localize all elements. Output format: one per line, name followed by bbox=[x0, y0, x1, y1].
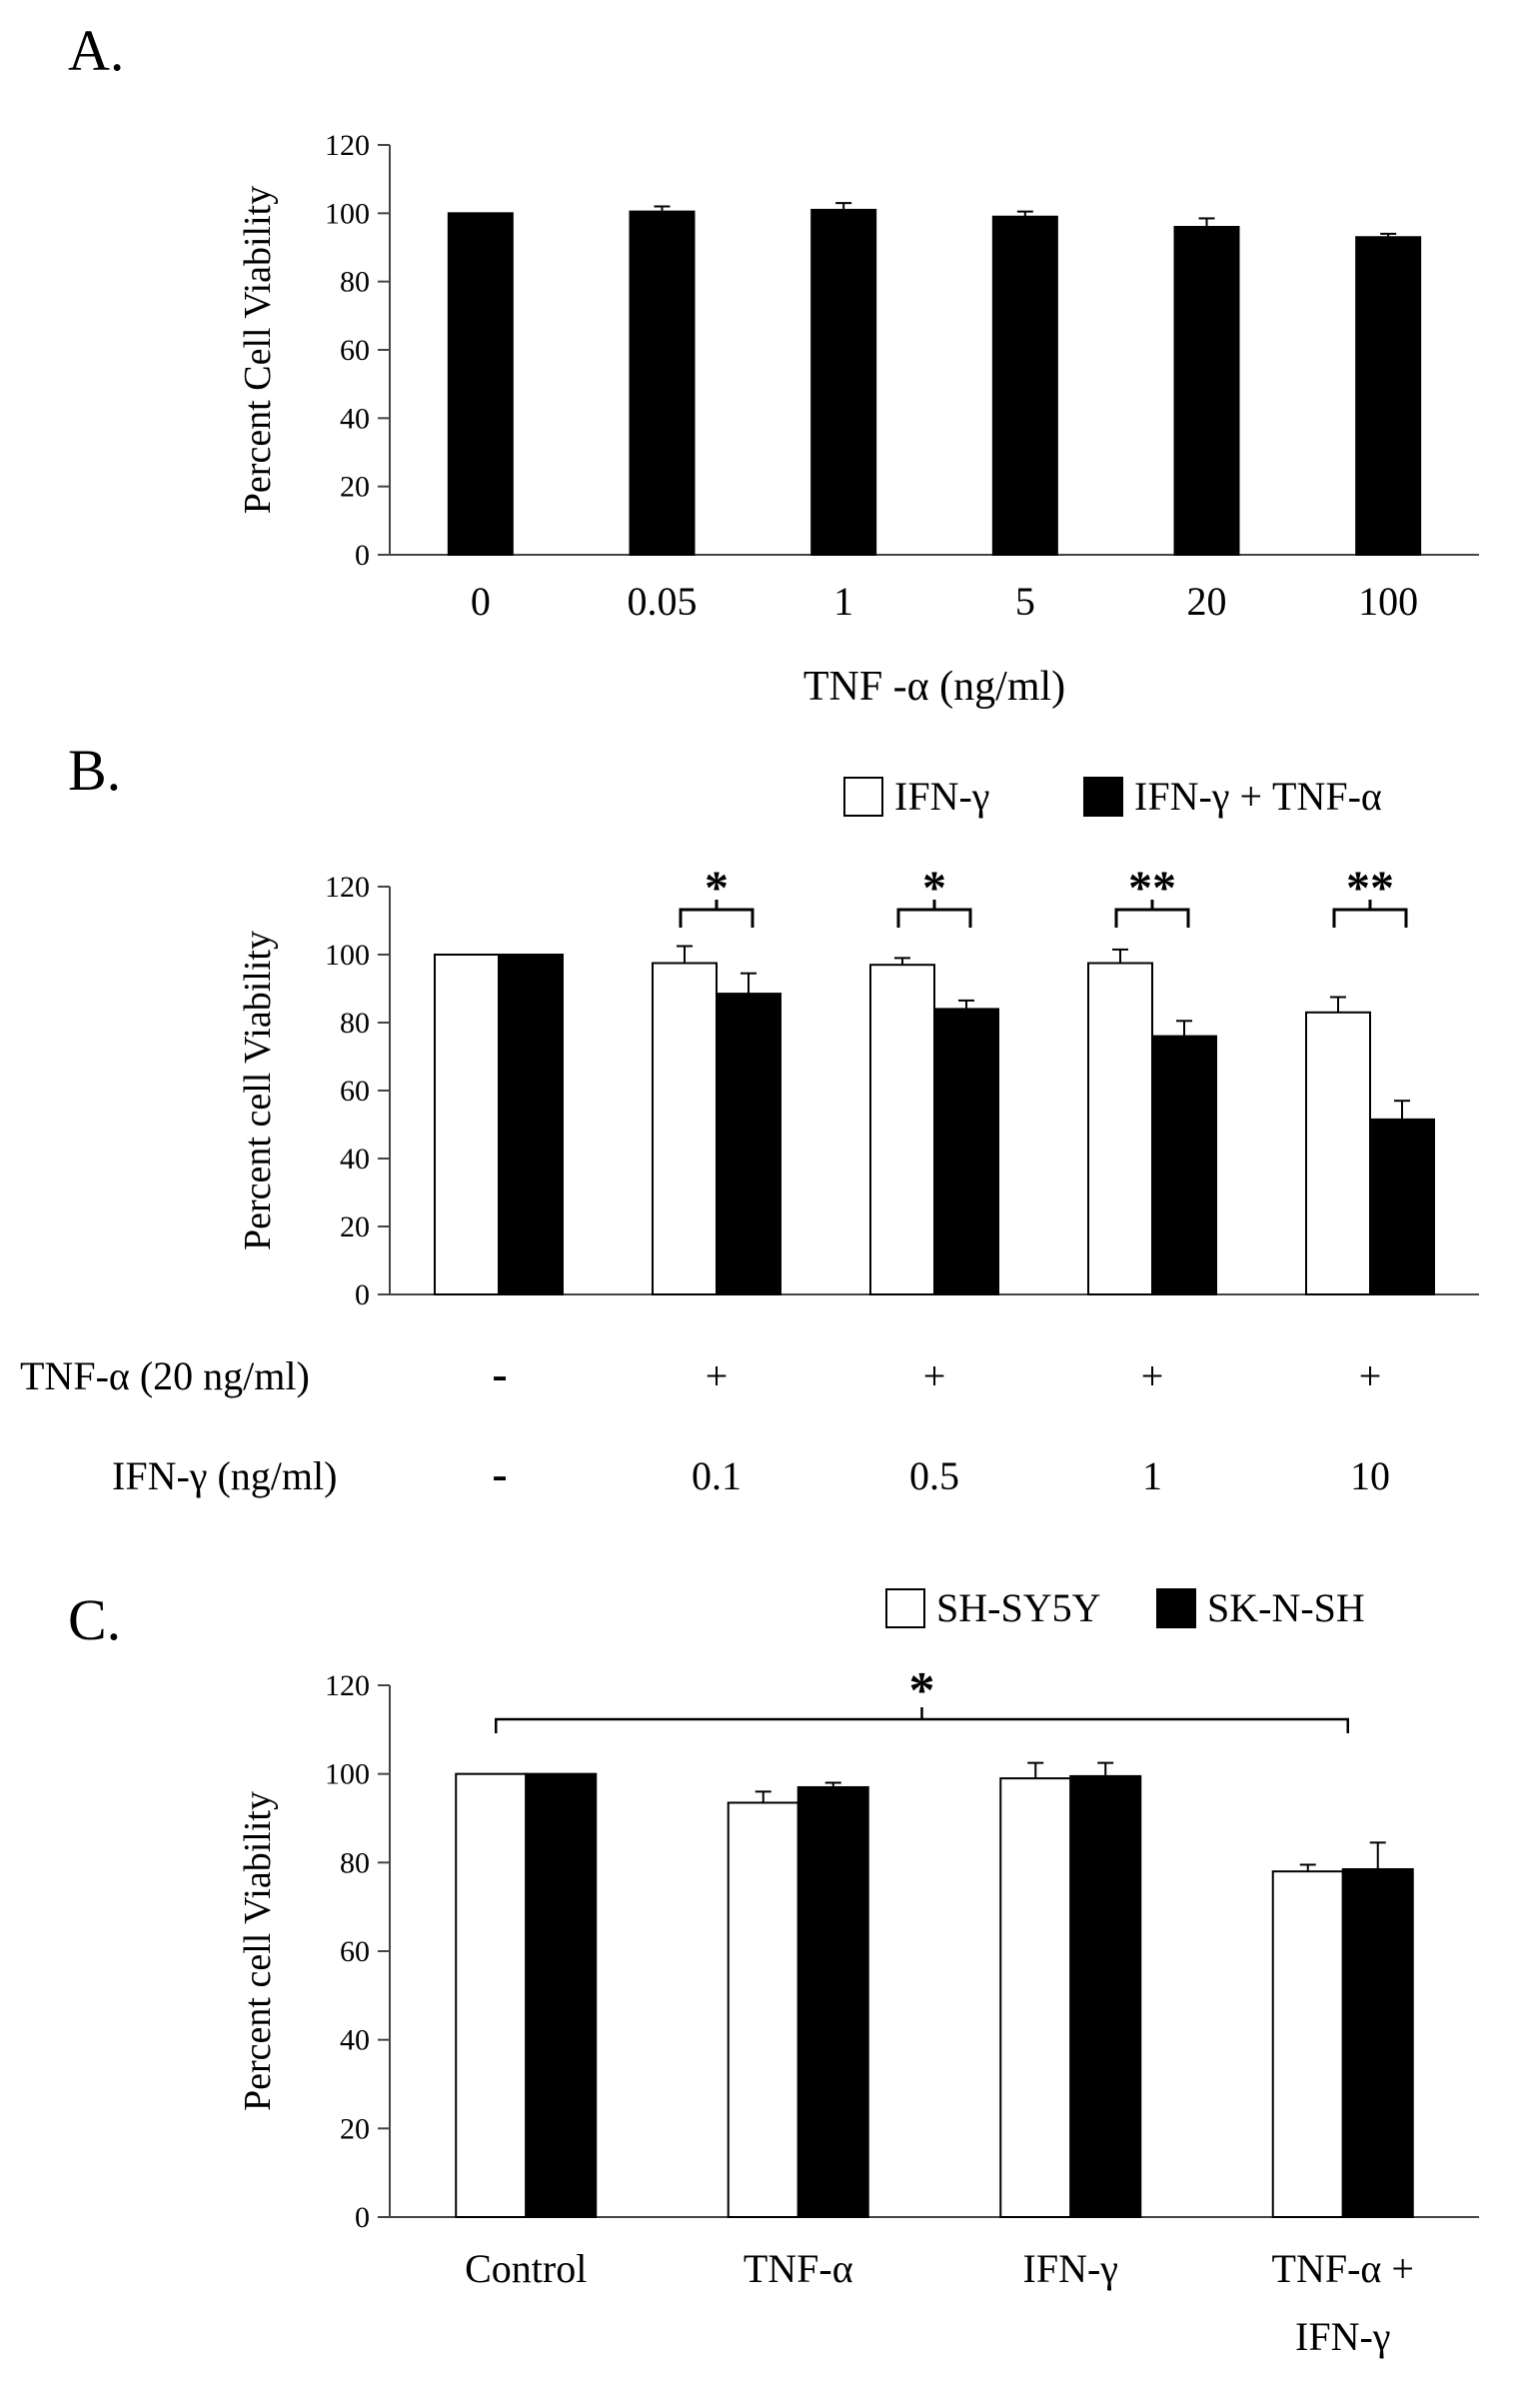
y-tick-label: 20 bbox=[340, 471, 370, 504]
x-tick-label: 100 bbox=[1358, 579, 1418, 624]
condition-value: + bbox=[923, 1353, 946, 1398]
bar bbox=[991, 215, 1058, 556]
panel-c: C. 0 20 40 60 80 100 120 Percent cell Viability S… bbox=[68, 1585, 1479, 2359]
bar bbox=[1069, 1774, 1142, 2218]
significance-bracket bbox=[495, 1707, 1349, 1733]
y-axis-label: Percent cell Viability bbox=[237, 1791, 279, 2111]
y-tick-label: 40 bbox=[340, 2024, 370, 2057]
y-tick-label: 100 bbox=[325, 939, 370, 972]
significance-bracket bbox=[679, 900, 755, 928]
legend-label: SH-SY5Y bbox=[936, 1585, 1100, 1630]
legend-swatch bbox=[885, 1588, 925, 1628]
y-tick-label: 80 bbox=[340, 266, 370, 299]
condition-value: + bbox=[1359, 1353, 1382, 1398]
legend-swatch bbox=[1083, 777, 1123, 817]
x-tick-label: TNF-α bbox=[744, 2246, 853, 2291]
condition-value: + bbox=[1141, 1353, 1164, 1398]
bar bbox=[1355, 236, 1422, 556]
y-tick-label: 0 bbox=[355, 1278, 370, 1311]
bar bbox=[727, 1801, 799, 2218]
bar bbox=[447, 212, 514, 556]
significance-bracket bbox=[1114, 900, 1190, 928]
y-axis-label: Percent cell Viability bbox=[237, 931, 279, 1250]
condition-value: 1 bbox=[1142, 1453, 1162, 1498]
bar bbox=[933, 1008, 999, 1296]
condition-row-label: IFN-γ (ng/ml) bbox=[112, 1453, 337, 1498]
significance-bracket bbox=[896, 900, 972, 928]
panel-b: B. 0 20 40 60 80 100 120 Percent cell Viability I… bbox=[20, 738, 1479, 1499]
y-tick-label: 120 bbox=[325, 129, 370, 162]
x-tick-label: 0.05 bbox=[628, 579, 698, 624]
bar bbox=[1305, 1011, 1371, 1295]
y-tick-label: 60 bbox=[340, 1075, 370, 1108]
condition-value: + bbox=[706, 1353, 729, 1398]
y-axis-label: Percent Cell Viability bbox=[237, 186, 279, 514]
y-tick-label: 60 bbox=[340, 334, 370, 367]
bar bbox=[869, 964, 935, 1295]
bar bbox=[1151, 1035, 1217, 1295]
legend-label: IFN-γ + TNF-α bbox=[1134, 774, 1382, 819]
bar bbox=[716, 993, 781, 1295]
x-axis-label: TNF -α (ng/ml) bbox=[803, 664, 1065, 710]
condition-value: - bbox=[492, 1448, 507, 1499]
bar bbox=[1369, 1118, 1435, 1296]
x-tick-label: IFN-γ bbox=[1023, 2246, 1118, 2291]
legend-swatch bbox=[1156, 1588, 1196, 1628]
y-tick-label: 40 bbox=[340, 1143, 370, 1176]
significance-bracket bbox=[1332, 900, 1408, 928]
bar bbox=[1341, 1867, 1414, 2218]
y-tick-label: 0 bbox=[355, 539, 370, 572]
y-tick-label: 0 bbox=[355, 2201, 370, 2234]
significance-mark: * bbox=[922, 862, 946, 915]
x-tick-label: 0 bbox=[471, 579, 491, 624]
significance-mark: * bbox=[705, 862, 729, 915]
significance-mark: ** bbox=[1128, 862, 1176, 915]
bar bbox=[498, 954, 564, 1295]
x-tick-label: TNF-α + bbox=[1272, 2246, 1414, 2291]
y-tick-label: 20 bbox=[340, 2112, 370, 2145]
significance-mark: ** bbox=[1346, 862, 1394, 915]
y-tick-label: 40 bbox=[340, 402, 370, 435]
legend-swatch bbox=[843, 777, 883, 817]
bar bbox=[652, 962, 718, 1295]
y-tick-label: 120 bbox=[325, 1669, 370, 1702]
x-tick-label: 20 bbox=[1187, 579, 1227, 624]
bar bbox=[1271, 1870, 1344, 2218]
y-tick-label: 80 bbox=[340, 1007, 370, 1040]
bar bbox=[434, 954, 500, 1295]
y-tick-label: 100 bbox=[325, 197, 370, 230]
bar bbox=[1087, 962, 1153, 1295]
bar bbox=[1173, 226, 1240, 556]
x-tick-label: 1 bbox=[833, 579, 853, 624]
panel-label: C. bbox=[68, 1587, 121, 1652]
condition-value: 0.1 bbox=[692, 1453, 742, 1498]
panel-label: A. bbox=[68, 18, 124, 83]
bar bbox=[999, 1777, 1072, 2218]
significance-mark: * bbox=[909, 1662, 935, 1719]
y-tick-label: 60 bbox=[340, 1935, 370, 1968]
y-tick-label: 100 bbox=[325, 1758, 370, 1791]
panel-label: B. bbox=[68, 738, 121, 803]
bar bbox=[810, 208, 877, 557]
y-tick-label: 20 bbox=[340, 1210, 370, 1243]
x-tick-label: IFN-γ bbox=[1295, 2314, 1390, 2359]
y-tick-label: 120 bbox=[325, 871, 370, 904]
legend-label: SK-N-SH bbox=[1207, 1585, 1365, 1630]
x-tick-label: 5 bbox=[1015, 579, 1035, 624]
condition-row-label: TNF-α (20 ng/ml) bbox=[20, 1353, 310, 1398]
x-tick-label: Control bbox=[465, 2246, 587, 2291]
condition-value: 10 bbox=[1350, 1453, 1390, 1498]
legend-label: IFN-γ bbox=[894, 774, 989, 819]
bar bbox=[525, 1772, 598, 2218]
bar bbox=[796, 1785, 869, 2218]
bar bbox=[629, 210, 696, 556]
bar bbox=[455, 1772, 528, 2218]
condition-value: - bbox=[492, 1348, 507, 1399]
condition-value: 0.5 bbox=[909, 1453, 959, 1498]
y-tick-label: 80 bbox=[340, 1846, 370, 1879]
